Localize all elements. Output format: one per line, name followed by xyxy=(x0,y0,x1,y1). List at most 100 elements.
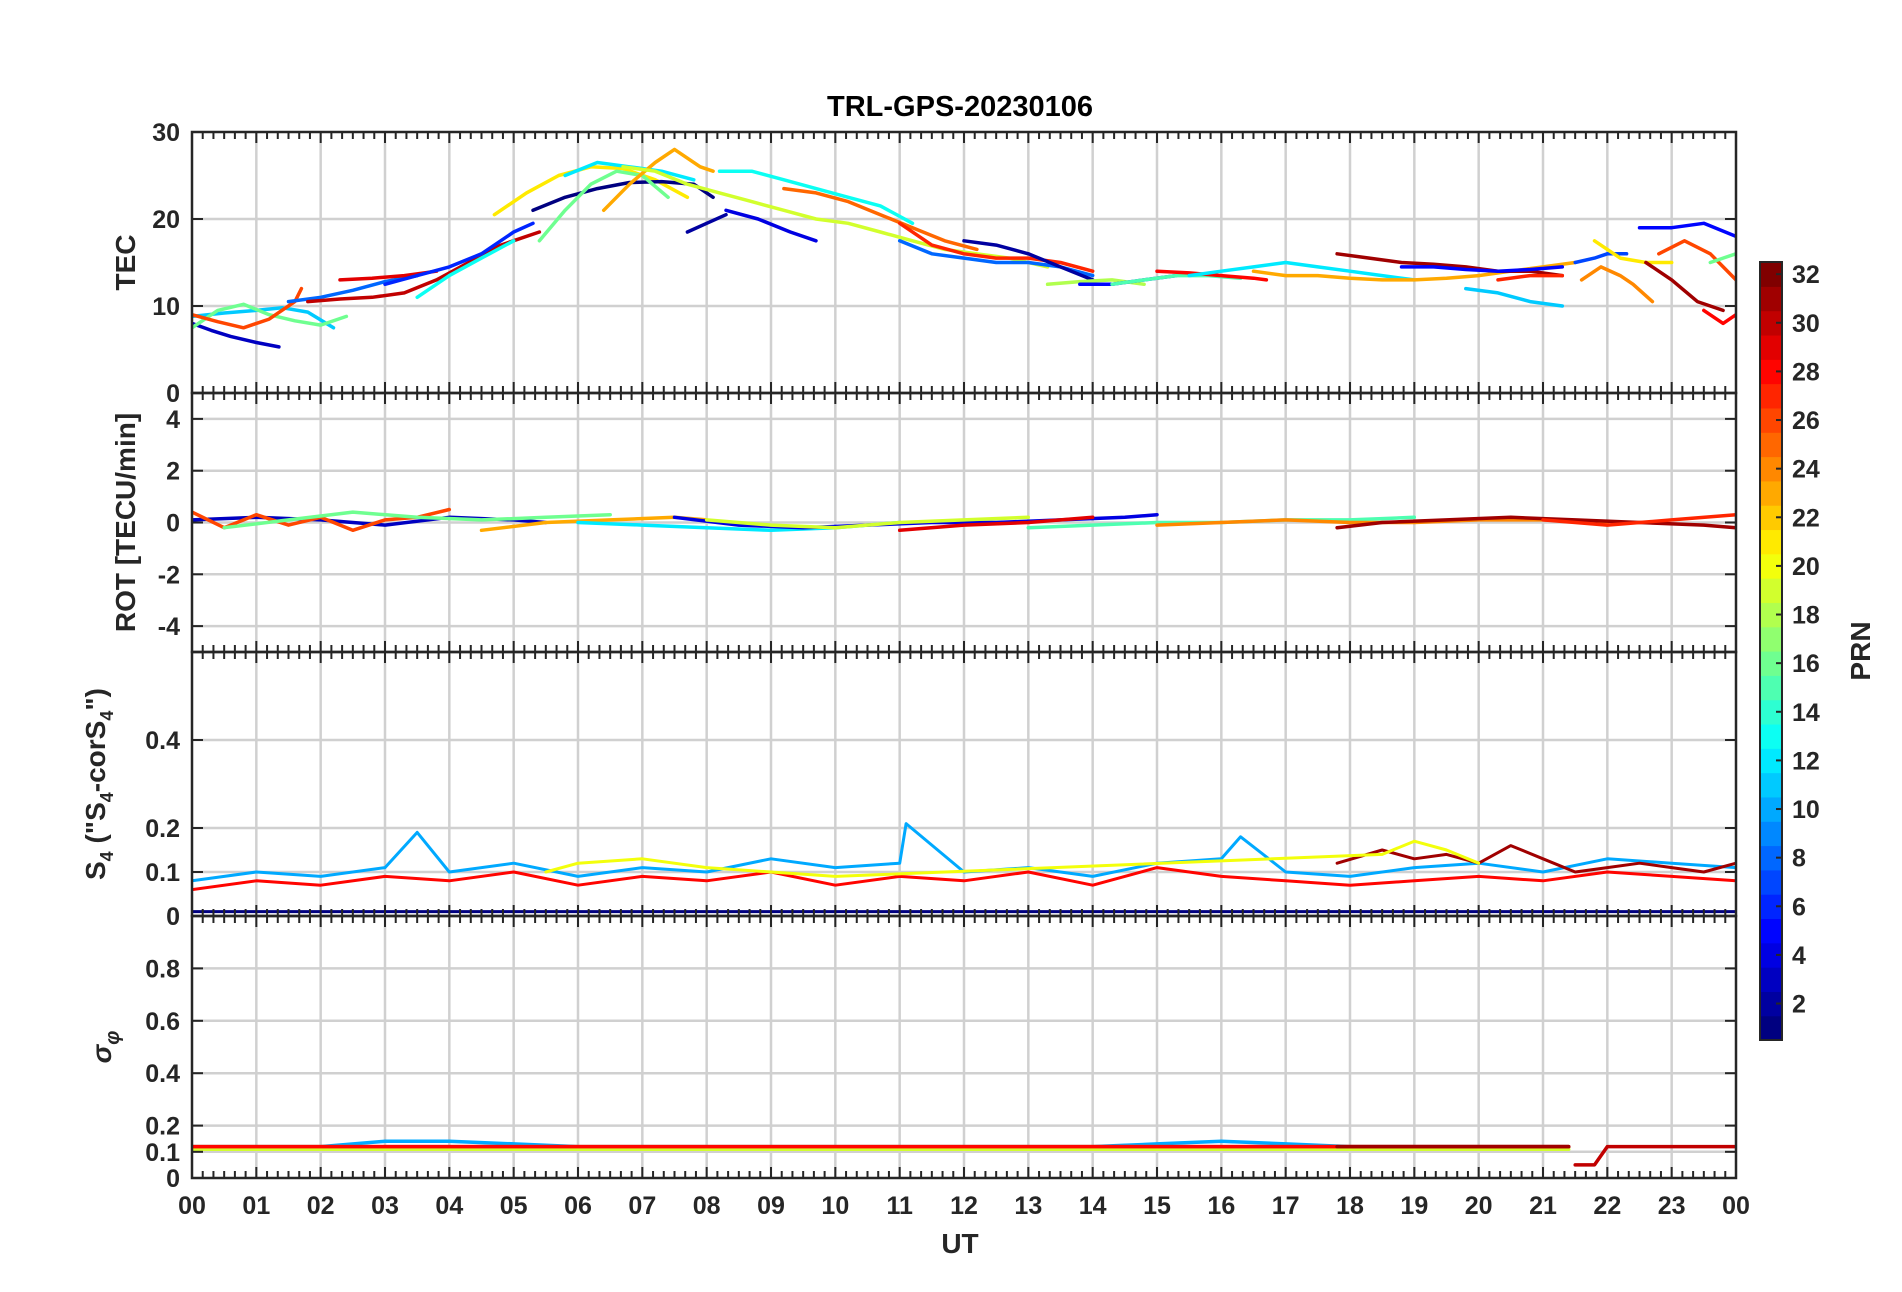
series-line-tec-prn-2 xyxy=(962,239,1095,282)
series-line-tec-prn-24 xyxy=(1579,265,1655,304)
series-line-tec-prn-13 xyxy=(717,169,915,226)
colorbar-tick-label: 22 xyxy=(1792,504,1820,532)
series-line-tec-prn-2 xyxy=(685,212,728,234)
colorbar-segment xyxy=(1760,262,1782,287)
y-tick-label: 0.1 xyxy=(145,859,180,887)
colorbar-segment xyxy=(1760,723,1782,749)
axes-box xyxy=(190,914,1738,1180)
x-tick-label: 11 xyxy=(886,1192,913,1220)
y-tick-label: 20 xyxy=(152,206,180,234)
y-tick-label: 30 xyxy=(152,119,180,147)
chart-title: TRL-GPS-20230106 xyxy=(827,91,1093,123)
x-tick-label: 15 xyxy=(1143,1192,1171,1220)
colorbar-segment xyxy=(1760,578,1782,603)
series-line-tec-prn-13 xyxy=(415,239,516,300)
colorbar-tick-label: 32 xyxy=(1792,261,1820,289)
colorbar-segment xyxy=(1760,651,1782,676)
series-line-tec-prn-31 xyxy=(1644,260,1725,313)
colorbar-label: PRN xyxy=(1845,621,1876,680)
colorbar-tick-label: 24 xyxy=(1792,456,1820,484)
series-line-tec-prn-25 xyxy=(782,186,979,252)
colorbar-segment xyxy=(1760,505,1782,531)
colorbar-segment xyxy=(1760,845,1782,871)
series-group-tec xyxy=(192,147,1736,349)
colorbar-tick-label: 28 xyxy=(1792,358,1820,386)
colorbar-tick-label: 18 xyxy=(1792,602,1820,630)
series-line-tec-prn-16 xyxy=(1708,252,1736,265)
x-axis-label: UT xyxy=(941,1228,978,1259)
series-line-tec-prn-7 xyxy=(1573,252,1629,265)
x-tick-label: 02 xyxy=(307,1192,335,1220)
colorbar-segment xyxy=(1760,748,1782,774)
x-tick-label: 04 xyxy=(435,1192,463,1220)
colorbar-segment xyxy=(1760,529,1782,555)
y-tick-label: -2 xyxy=(158,561,180,589)
x-tick-label: 19 xyxy=(1400,1192,1428,1220)
series-line-tec-prn-27 xyxy=(897,221,1095,273)
colorbar-segment xyxy=(1760,894,1782,920)
series-line-sigma-prn-30 xyxy=(1573,1144,1736,1167)
series-line-tec-prn-4 xyxy=(724,208,818,243)
colorbar-segment xyxy=(1760,967,1782,992)
y-tick-label: 4 xyxy=(166,406,180,434)
x-tick-label: 00 xyxy=(178,1192,206,1220)
colorbar-tick-label: 26 xyxy=(1792,407,1820,435)
colorbar-tick-label: 6 xyxy=(1792,893,1806,921)
colorbar-segment xyxy=(1760,796,1782,822)
x-tick-label: 03 xyxy=(371,1192,399,1220)
colorbar-segment xyxy=(1760,991,1782,1017)
panel-tec: 0 10 20 30 TEC xyxy=(110,119,1738,408)
series-line-s4-prn-20 xyxy=(544,839,1481,878)
y-tick-label: 0.4 xyxy=(145,1060,180,1088)
x-tick-label: 22 xyxy=(1593,1192,1621,1220)
series-line-tec-prn-16 xyxy=(192,302,349,330)
colorbar-segment xyxy=(1760,407,1782,433)
x-tick-label: 18 xyxy=(1336,1192,1364,1220)
x-tick-label: 09 xyxy=(757,1192,785,1220)
y-tick-label: 0 xyxy=(166,380,180,408)
y-tick-label: 0.2 xyxy=(145,815,180,843)
colorbar-segment xyxy=(1760,480,1782,506)
x-tick-label: 01 xyxy=(242,1192,270,1220)
colorbar-frame xyxy=(1759,261,1783,1041)
colorbar-segment xyxy=(1760,918,1782,944)
y-tick-label: 0 xyxy=(166,903,180,931)
y-axis-label-rot: ROT [TECU/min] xyxy=(110,413,141,632)
x-tick-label: 21 xyxy=(1529,1192,1557,1220)
series-line-s4-prn-31 xyxy=(1335,844,1736,874)
x-tick-label: 07 xyxy=(628,1192,656,1220)
colorbar-segment xyxy=(1760,553,1782,579)
x-tick-label: 05 xyxy=(500,1192,528,1220)
series-line-rot-prn-19 xyxy=(704,515,1031,530)
colorbar-tick-label: 12 xyxy=(1792,747,1820,775)
y-tick-label: 0.1 xyxy=(145,1139,180,1167)
colorbar-segment xyxy=(1760,456,1782,482)
colorbar-segment xyxy=(1760,310,1782,336)
x-tick-label: 06 xyxy=(564,1192,592,1220)
y-tick-label: 0.2 xyxy=(145,1113,180,1141)
series-line-tec-prn-12 xyxy=(1187,260,1417,282)
y-axis-label-tec: TEC xyxy=(110,235,141,291)
series-line-tec-prn-5 xyxy=(1399,265,1565,273)
series-line-tec-prn-16 xyxy=(537,169,670,243)
y-tick-label: -4 xyxy=(158,613,180,641)
series-line-tec-prn-6 xyxy=(383,221,535,287)
colorbar-tick-label: 4 xyxy=(1792,942,1806,970)
colorbar-segment xyxy=(1760,942,1782,968)
colorbar-segment xyxy=(1760,821,1782,847)
series-line-tec-prn-30 xyxy=(306,230,542,304)
x-tick-label: 08 xyxy=(693,1192,721,1220)
series-line-tec-prn-27 xyxy=(1496,273,1565,282)
colorbar-tick-label: 20 xyxy=(1792,553,1820,581)
panel-sigma: 00.10.20.40.60.8σφ xyxy=(86,914,1738,1193)
colorbar-segment xyxy=(1760,383,1782,409)
colorbar-segment xyxy=(1760,675,1782,701)
y-tick-label: 0.6 xyxy=(145,1008,180,1036)
series-group-rot xyxy=(192,507,1736,533)
x-tick-label: 17 xyxy=(1272,1192,1300,1220)
colorbar-segment xyxy=(1760,772,1782,798)
series-line-tec-prn-3 xyxy=(192,321,281,349)
series-line-tec-prn-28 xyxy=(1702,308,1736,326)
x-tick-label: 12 xyxy=(950,1192,978,1220)
series-line-rot-prn-27 xyxy=(1541,512,1736,527)
